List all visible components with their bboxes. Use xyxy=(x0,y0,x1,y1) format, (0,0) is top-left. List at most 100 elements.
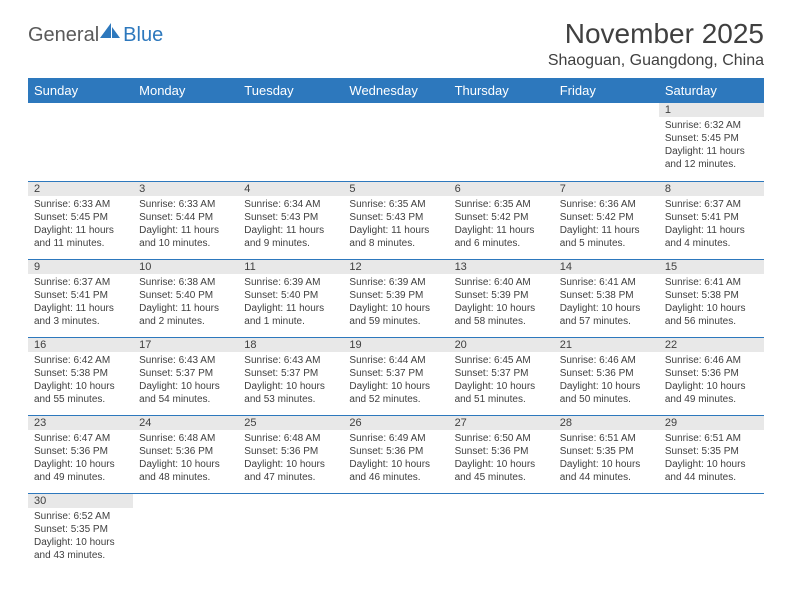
day-number: 9 xyxy=(28,260,133,274)
calendar-cell: 1Sunrise: 6:32 AMSunset: 5:45 PMDaylight… xyxy=(659,103,764,181)
calendar-week-row: 9Sunrise: 6:37 AMSunset: 5:41 PMDaylight… xyxy=(28,259,764,337)
daylight-text: Daylight: 10 hours and 44 minutes. xyxy=(665,458,758,484)
sunset-text: Sunset: 5:35 PM xyxy=(560,445,653,458)
day-number: 28 xyxy=(554,416,659,430)
calendar-week-row: 2Sunrise: 6:33 AMSunset: 5:45 PMDaylight… xyxy=(28,181,764,259)
daylight-text: Daylight: 10 hours and 50 minutes. xyxy=(560,380,653,406)
sunrise-text: Sunrise: 6:48 AM xyxy=(244,432,337,445)
sunset-text: Sunset: 5:36 PM xyxy=(349,445,442,458)
calendar-cell: 18Sunrise: 6:43 AMSunset: 5:37 PMDayligh… xyxy=(238,337,343,415)
calendar-cell: 16Sunrise: 6:42 AMSunset: 5:38 PMDayligh… xyxy=(28,337,133,415)
day-number: 21 xyxy=(554,338,659,352)
calendar-cell: 21Sunrise: 6:46 AMSunset: 5:36 PMDayligh… xyxy=(554,337,659,415)
sunrise-text: Sunrise: 6:40 AM xyxy=(455,276,548,289)
calendar-cell: 22Sunrise: 6:46 AMSunset: 5:36 PMDayligh… xyxy=(659,337,764,415)
daylight-text: Daylight: 10 hours and 55 minutes. xyxy=(34,380,127,406)
sunrise-text: Sunrise: 6:45 AM xyxy=(455,354,548,367)
sunset-text: Sunset: 5:39 PM xyxy=(349,289,442,302)
sunset-text: Sunset: 5:38 PM xyxy=(34,367,127,380)
weekday-header-row: SundayMondayTuesdayWednesdayThursdayFrid… xyxy=(28,78,764,103)
sunrise-text: Sunrise: 6:33 AM xyxy=(34,198,127,211)
calendar-cell: 15Sunrise: 6:41 AMSunset: 5:38 PMDayligh… xyxy=(659,259,764,337)
weekday-header: Tuesday xyxy=(238,78,343,103)
sunrise-text: Sunrise: 6:42 AM xyxy=(34,354,127,367)
sunset-text: Sunset: 5:36 PM xyxy=(139,445,232,458)
day-number: 25 xyxy=(238,416,343,430)
calendar-cell: 14Sunrise: 6:41 AMSunset: 5:38 PMDayligh… xyxy=(554,259,659,337)
calendar-cell xyxy=(449,103,554,181)
sunset-text: Sunset: 5:37 PM xyxy=(244,367,337,380)
sunset-text: Sunset: 5:41 PM xyxy=(665,211,758,224)
sunrise-text: Sunrise: 6:35 AM xyxy=(455,198,548,211)
day-details: Sunrise: 6:49 AMSunset: 5:36 PMDaylight:… xyxy=(343,430,448,488)
weekday-header: Thursday xyxy=(449,78,554,103)
calendar-cell: 4Sunrise: 6:34 AMSunset: 5:43 PMDaylight… xyxy=(238,181,343,259)
calendar-cell: 29Sunrise: 6:51 AMSunset: 5:35 PMDayligh… xyxy=(659,415,764,493)
calendar-cell: 2Sunrise: 6:33 AMSunset: 5:45 PMDaylight… xyxy=(28,181,133,259)
logo: General Blue xyxy=(28,18,163,47)
calendar-cell: 7Sunrise: 6:36 AMSunset: 5:42 PMDaylight… xyxy=(554,181,659,259)
location-text: Shaoguan, Guangdong, China xyxy=(548,52,764,70)
sunset-text: Sunset: 5:35 PM xyxy=(34,523,127,536)
sunset-text: Sunset: 5:40 PM xyxy=(244,289,337,302)
day-number: 18 xyxy=(238,338,343,352)
sunrise-text: Sunrise: 6:44 AM xyxy=(349,354,442,367)
calendar-week-row: 1Sunrise: 6:32 AMSunset: 5:45 PMDaylight… xyxy=(28,103,764,181)
sunset-text: Sunset: 5:36 PM xyxy=(665,367,758,380)
day-details: Sunrise: 6:35 AMSunset: 5:42 PMDaylight:… xyxy=(449,196,554,254)
sunset-text: Sunset: 5:44 PM xyxy=(139,211,232,224)
day-details: Sunrise: 6:48 AMSunset: 5:36 PMDaylight:… xyxy=(133,430,238,488)
calendar-cell: 12Sunrise: 6:39 AMSunset: 5:39 PMDayligh… xyxy=(343,259,448,337)
day-number: 10 xyxy=(133,260,238,274)
calendar-week-row: 30Sunrise: 6:52 AMSunset: 5:35 PMDayligh… xyxy=(28,493,764,571)
day-details: Sunrise: 6:41 AMSunset: 5:38 PMDaylight:… xyxy=(659,274,764,332)
sail-icon xyxy=(99,22,121,40)
weekday-header: Monday xyxy=(133,78,238,103)
day-number: 30 xyxy=(28,494,133,508)
daylight-text: Daylight: 11 hours and 9 minutes. xyxy=(244,224,337,250)
day-number: 7 xyxy=(554,182,659,196)
day-details: Sunrise: 6:37 AMSunset: 5:41 PMDaylight:… xyxy=(659,196,764,254)
sunset-text: Sunset: 5:42 PM xyxy=(455,211,548,224)
day-number: 27 xyxy=(449,416,554,430)
day-number: 19 xyxy=(343,338,448,352)
sunset-text: Sunset: 5:40 PM xyxy=(139,289,232,302)
calendar-cell: 5Sunrise: 6:35 AMSunset: 5:43 PMDaylight… xyxy=(343,181,448,259)
calendar-cell xyxy=(554,493,659,571)
sunrise-text: Sunrise: 6:37 AM xyxy=(34,276,127,289)
calendar-cell: 19Sunrise: 6:44 AMSunset: 5:37 PMDayligh… xyxy=(343,337,448,415)
calendar-cell: 30Sunrise: 6:52 AMSunset: 5:35 PMDayligh… xyxy=(28,493,133,571)
day-number: 16 xyxy=(28,338,133,352)
weekday-header: Sunday xyxy=(28,78,133,103)
sunrise-text: Sunrise: 6:37 AM xyxy=(665,198,758,211)
daylight-text: Daylight: 10 hours and 43 minutes. xyxy=(34,536,127,562)
sunset-text: Sunset: 5:36 PM xyxy=(560,367,653,380)
daylight-text: Daylight: 10 hours and 45 minutes. xyxy=(455,458,548,484)
calendar-cell: 17Sunrise: 6:43 AMSunset: 5:37 PMDayligh… xyxy=(133,337,238,415)
sunset-text: Sunset: 5:36 PM xyxy=(455,445,548,458)
day-number: 6 xyxy=(449,182,554,196)
day-number: 3 xyxy=(133,182,238,196)
day-number: 17 xyxy=(133,338,238,352)
day-details: Sunrise: 6:39 AMSunset: 5:39 PMDaylight:… xyxy=(343,274,448,332)
sunrise-text: Sunrise: 6:47 AM xyxy=(34,432,127,445)
calendar-cell: 9Sunrise: 6:37 AMSunset: 5:41 PMDaylight… xyxy=(28,259,133,337)
daylight-text: Daylight: 10 hours and 49 minutes. xyxy=(34,458,127,484)
sunset-text: Sunset: 5:43 PM xyxy=(244,211,337,224)
day-details: Sunrise: 6:52 AMSunset: 5:35 PMDaylight:… xyxy=(28,508,133,566)
sunrise-text: Sunrise: 6:39 AM xyxy=(244,276,337,289)
calendar-cell: 6Sunrise: 6:35 AMSunset: 5:42 PMDaylight… xyxy=(449,181,554,259)
day-details: Sunrise: 6:42 AMSunset: 5:38 PMDaylight:… xyxy=(28,352,133,410)
day-details: Sunrise: 6:35 AMSunset: 5:43 PMDaylight:… xyxy=(343,196,448,254)
sunset-text: Sunset: 5:36 PM xyxy=(244,445,337,458)
calendar-cell: 25Sunrise: 6:48 AMSunset: 5:36 PMDayligh… xyxy=(238,415,343,493)
daylight-text: Daylight: 11 hours and 3 minutes. xyxy=(34,302,127,328)
sunrise-text: Sunrise: 6:50 AM xyxy=(455,432,548,445)
daylight-text: Daylight: 10 hours and 54 minutes. xyxy=(139,380,232,406)
calendar-cell xyxy=(449,493,554,571)
sunrise-text: Sunrise: 6:33 AM xyxy=(139,198,232,211)
calendar-cell: 20Sunrise: 6:45 AMSunset: 5:37 PMDayligh… xyxy=(449,337,554,415)
daylight-text: Daylight: 11 hours and 12 minutes. xyxy=(665,145,758,171)
day-number: 12 xyxy=(343,260,448,274)
sunrise-text: Sunrise: 6:38 AM xyxy=(139,276,232,289)
